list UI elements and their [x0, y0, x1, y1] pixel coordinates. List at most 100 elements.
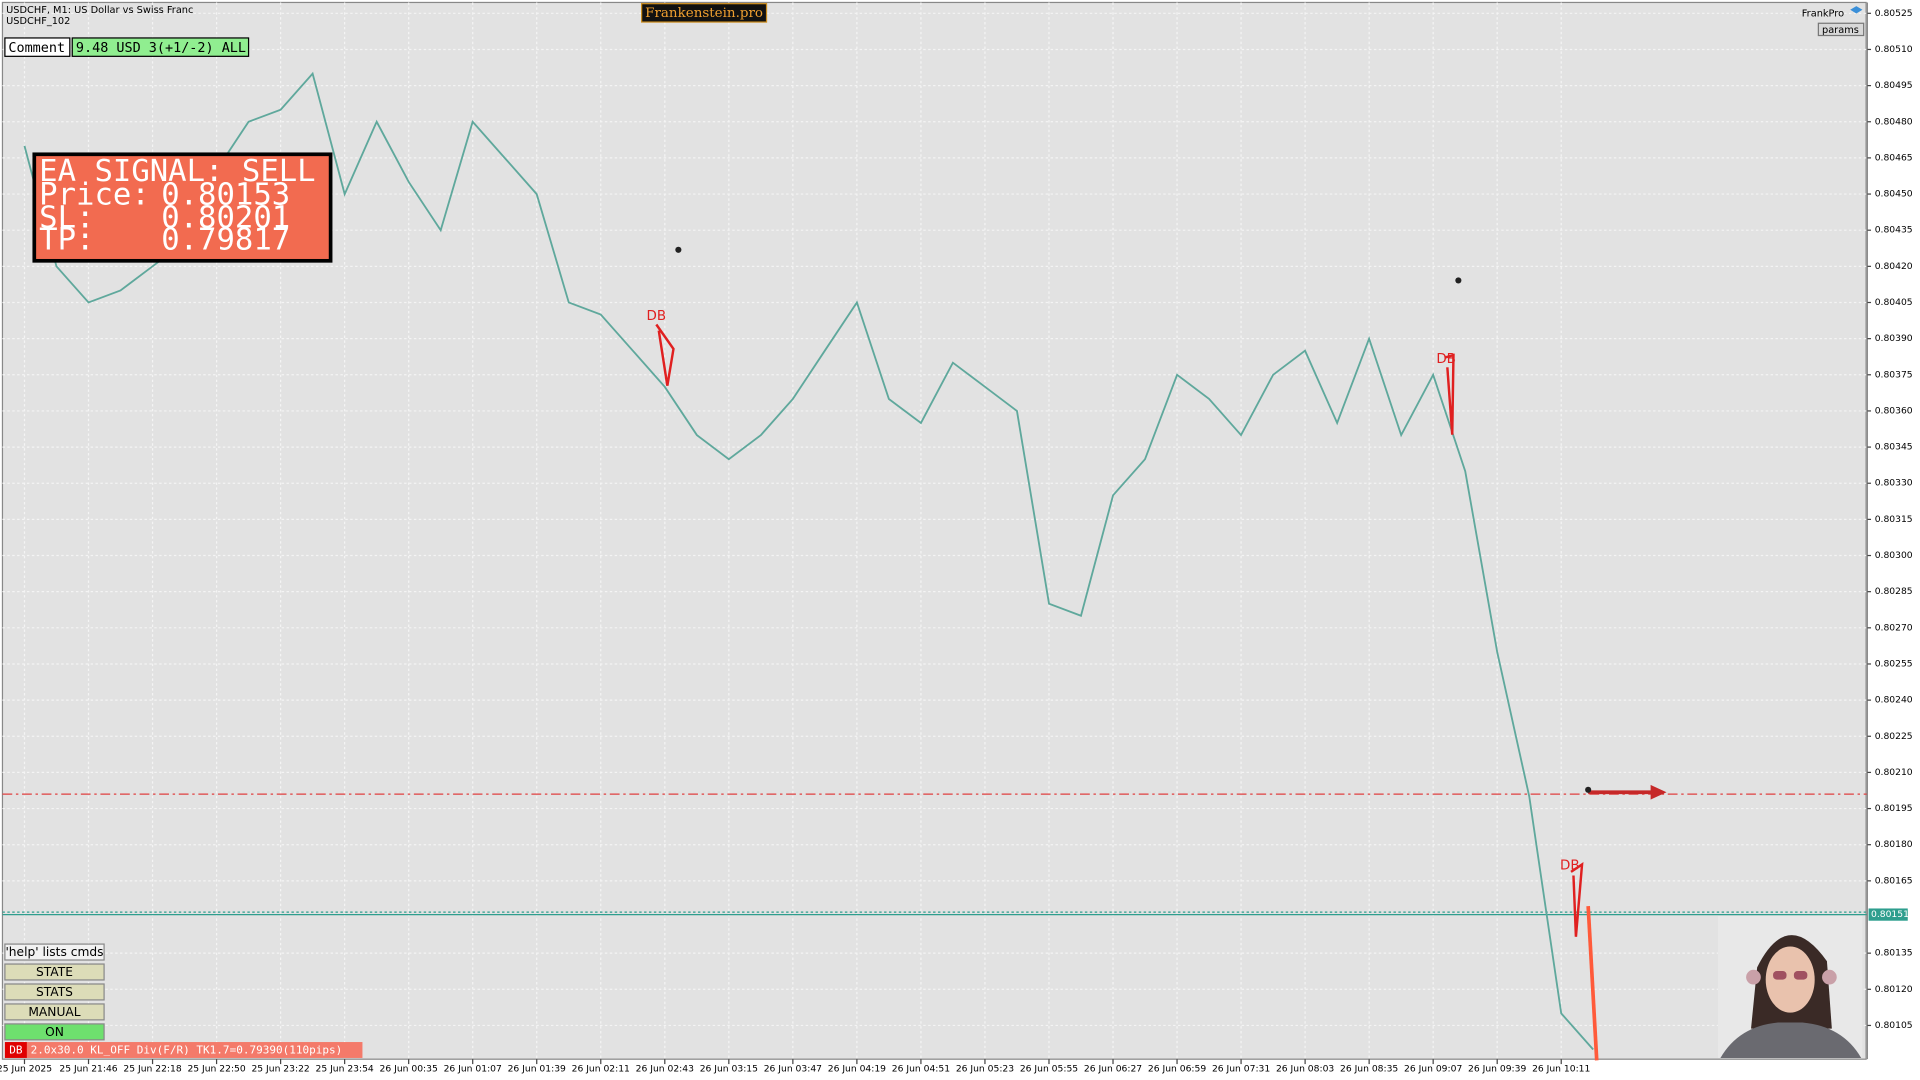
pattern-label: DB	[1436, 352, 1456, 367]
signal-tp: 0.79817	[161, 223, 290, 258]
x-tick-label: 25 Jun 23:22	[251, 1063, 309, 1074]
signal-title: EA SIGNAL: SELL	[39, 154, 315, 189]
y-tick-label: 0.80225	[1875, 731, 1913, 742]
x-tick-label: 25 Jun 22:50	[187, 1063, 245, 1074]
pattern-label: DB	[647, 309, 667, 324]
signal-box	[32, 152, 333, 263]
x-tick-label: 26 Jun 05:55	[1020, 1063, 1078, 1074]
plot	[2, 71, 1868, 1051]
signal-sl-label: SL:	[39, 201, 94, 236]
button-label: 'help' lists cmds	[5, 945, 103, 959]
y-tick-label: 0.80510	[1875, 44, 1913, 55]
comment-label-box	[4, 37, 71, 57]
skull-marker	[675, 246, 682, 253]
comment-value: 9.48 USD 3(+1/-2) ALL	[76, 41, 246, 56]
y-tick-label: 0.80135	[1875, 948, 1913, 959]
skull-marker	[1585, 786, 1592, 793]
bid-tag	[1868, 908, 1908, 921]
button-label: STATS	[36, 985, 73, 999]
x-tick-label: 25 Jun 23:54	[316, 1063, 374, 1074]
status-tag: DB	[9, 1044, 23, 1057]
y-tick-label: 0.80420	[1875, 261, 1913, 272]
y-tick-label: 0.80270	[1875, 622, 1913, 633]
button[interactable]	[4, 963, 105, 981]
button[interactable]	[4, 983, 105, 1001]
x-tick-label: 26 Jun 08:35	[1340, 1063, 1398, 1074]
comment-label: Comment	[8, 41, 65, 56]
status-text: 2.0x30.0 KL_OFF Div(F/R) TK1.7=0.79390(1…	[31, 1044, 343, 1057]
y-tick-label: 0.80450	[1875, 189, 1913, 200]
patterns	[655, 323, 1599, 1061]
x-tick-label: 26 Jun 04:19	[828, 1063, 886, 1074]
status-box	[26, 1042, 363, 1058]
y-tick-label: 0.80120	[1875, 984, 1913, 995]
button-label: STATE	[36, 965, 73, 979]
signal-price: 0.80153	[161, 177, 290, 212]
status-tag-box	[4, 1042, 27, 1058]
x-tick-label: 26 Jun 10:11	[1532, 1063, 1590, 1074]
x-tick-label: 25 Jun 22:18	[123, 1063, 181, 1074]
avatar-headphone	[1822, 969, 1837, 985]
brand-box	[641, 3, 768, 23]
y-tick-label: 0.80255	[1875, 658, 1913, 669]
avatar-headphone	[1746, 969, 1761, 985]
x-tick-label: 26 Jun 07:31	[1212, 1063, 1270, 1074]
y-tick-label: 0.80240	[1875, 695, 1913, 706]
y-tick-label: 0.80300	[1875, 550, 1913, 561]
x-tick-label: 26 Jun 02:11	[572, 1063, 630, 1074]
bid-tag-label: 0.80151	[1871, 909, 1909, 920]
signal-sl: 0.80201	[161, 201, 290, 236]
y-tick-label: 0.80360	[1875, 405, 1913, 416]
y-tick-label: 0.80285	[1875, 586, 1913, 597]
y-tick-label: 0.80180	[1875, 839, 1913, 850]
x-tick-label: 25 Jun 21:46	[59, 1063, 117, 1074]
x-tick-label: 26 Jun 01:39	[508, 1063, 566, 1074]
y-tick-label: 0.80315	[1875, 514, 1913, 525]
x-tick-label: 26 Jun 09:39	[1468, 1063, 1526, 1074]
db-pattern	[655, 323, 675, 386]
y-tick-label: 0.80390	[1875, 333, 1913, 344]
y-tick-label: 0.80345	[1875, 442, 1913, 453]
y-tick-label: 0.80105	[1875, 1020, 1913, 1031]
symbol: USDCHF, M1: US Dollar vs Swiss Franc	[6, 5, 193, 16]
db-pattern	[1570, 862, 1584, 937]
price-line	[23, 71, 1594, 1051]
y-tick-label: 0.80525	[1875, 8, 1913, 19]
avatar-body	[1720, 1022, 1862, 1058]
y-tick-label: 0.80195	[1875, 803, 1913, 814]
button[interactable]	[4, 1003, 105, 1021]
y-tick-label: 0.80465	[1875, 152, 1913, 163]
signal-text: EA SIGNAL: SELL Price: 0.80153 SL: 0.802…	[39, 154, 315, 258]
x-tick-label: 26 Jun 09:07	[1404, 1063, 1462, 1074]
x-tick-label: 26 Jun 01:07	[444, 1063, 502, 1074]
pattern-label: DB	[1560, 859, 1580, 874]
drop-line	[1586, 906, 1599, 1061]
button-label: MANUAL	[28, 1005, 80, 1019]
y-tick-label: 0.80375	[1875, 369, 1913, 380]
db-pattern	[1444, 353, 1455, 435]
x-tick-label: 26 Jun 08:03	[1276, 1063, 1334, 1074]
x-tick-label: 26 Jun 00:35	[380, 1063, 438, 1074]
button-label: ON	[45, 1025, 64, 1039]
x-tick-label: 26 Jun 03:47	[764, 1063, 822, 1074]
markers	[675, 246, 1592, 793]
avatar-glasses	[1793, 971, 1808, 980]
comment-value-box	[71, 37, 250, 57]
y-tick-label: 0.80480	[1875, 116, 1913, 127]
sell-arrow-head	[1650, 784, 1667, 800]
y-tick-label: 0.80495	[1875, 80, 1913, 91]
params-button[interactable]	[1817, 22, 1865, 37]
signal-tp-label: TP:	[39, 223, 94, 258]
y-tick-label: 0.80210	[1875, 767, 1913, 778]
signal-price-label: Price:	[39, 177, 150, 212]
button[interactable]	[4, 1023, 105, 1041]
y-tick-label: 0.80435	[1875, 225, 1913, 236]
y-tick-label: 0.80165	[1875, 875, 1913, 886]
avatar-glasses	[1773, 971, 1787, 980]
params-label: params	[1822, 25, 1859, 36]
button	[4, 943, 105, 961]
y-tick-label: 0.80330	[1875, 478, 1913, 489]
x-tick-label: 26 Jun 06:59	[1148, 1063, 1206, 1074]
